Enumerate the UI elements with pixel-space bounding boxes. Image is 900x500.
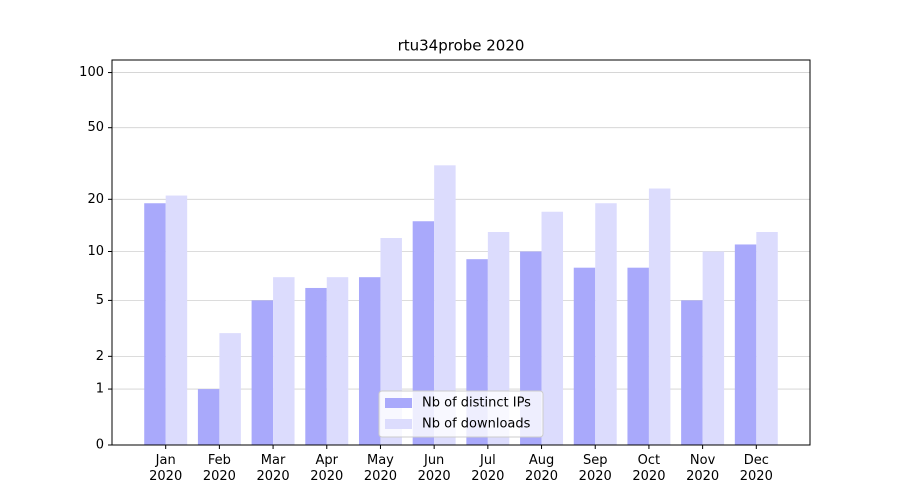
x-tick-label: Mar 2020: [256, 453, 290, 484]
x-tick-label: Sep 2020: [578, 453, 612, 484]
bar: [573, 267, 596, 445]
bar: [734, 244, 757, 445]
bar: [358, 277, 381, 445]
x-tick-label: Jan 2020: [149, 453, 183, 484]
x-tick-label: Nov 2020: [686, 453, 720, 484]
bar: [627, 267, 649, 445]
bar: [595, 203, 617, 445]
chart-title: rtu34probe 2020: [398, 37, 525, 55]
legend-swatch: [385, 398, 412, 408]
bar: [412, 221, 435, 445]
x-tick-label: Oct 2020: [632, 453, 666, 484]
bar: [197, 389, 220, 445]
plot-frame: [111, 59, 811, 446]
x-tick-label: Jul 2020: [471, 453, 505, 484]
legend-label: Nb of distinct IPs: [422, 396, 531, 411]
y-tick-label: 20: [87, 192, 104, 207]
bar: [702, 251, 725, 445]
legend: Nb of distinct IPs Nb of downloads: [378, 390, 544, 438]
x-tick-label: Dec 2020: [739, 453, 773, 484]
y-tick-label: 10: [87, 244, 104, 259]
y-tick-label: 100: [79, 65, 104, 80]
y-tick-label: 5: [96, 293, 104, 308]
x-tick-label: Feb 2020: [202, 453, 236, 484]
legend-label: Nb of downloads: [422, 417, 531, 432]
bar: [326, 277, 349, 445]
bar: [251, 300, 274, 445]
bar: [681, 300, 703, 445]
bar: [434, 165, 456, 446]
y-tick-label: 1: [96, 382, 104, 397]
bar: [305, 287, 327, 445]
bar: [541, 211, 564, 445]
bar: [219, 333, 241, 445]
x-tick-label: Apr 2020: [310, 453, 344, 484]
bar: [648, 188, 671, 445]
bar: [756, 232, 778, 445]
bar: [273, 277, 295, 445]
bar: [144, 203, 166, 445]
x-tick-label: Aug 2020: [524, 453, 559, 484]
x-tick-label: May 2020: [363, 453, 397, 484]
legend-swatch: [385, 419, 412, 429]
x-tick-label: Jun 2020: [417, 453, 451, 484]
y-tick-label: 0: [96, 438, 104, 453]
y-tick-label: 50: [87, 120, 104, 135]
y-tick-label: 2: [96, 349, 104, 364]
bar: [165, 195, 188, 445]
legend-box: [378, 390, 544, 438]
